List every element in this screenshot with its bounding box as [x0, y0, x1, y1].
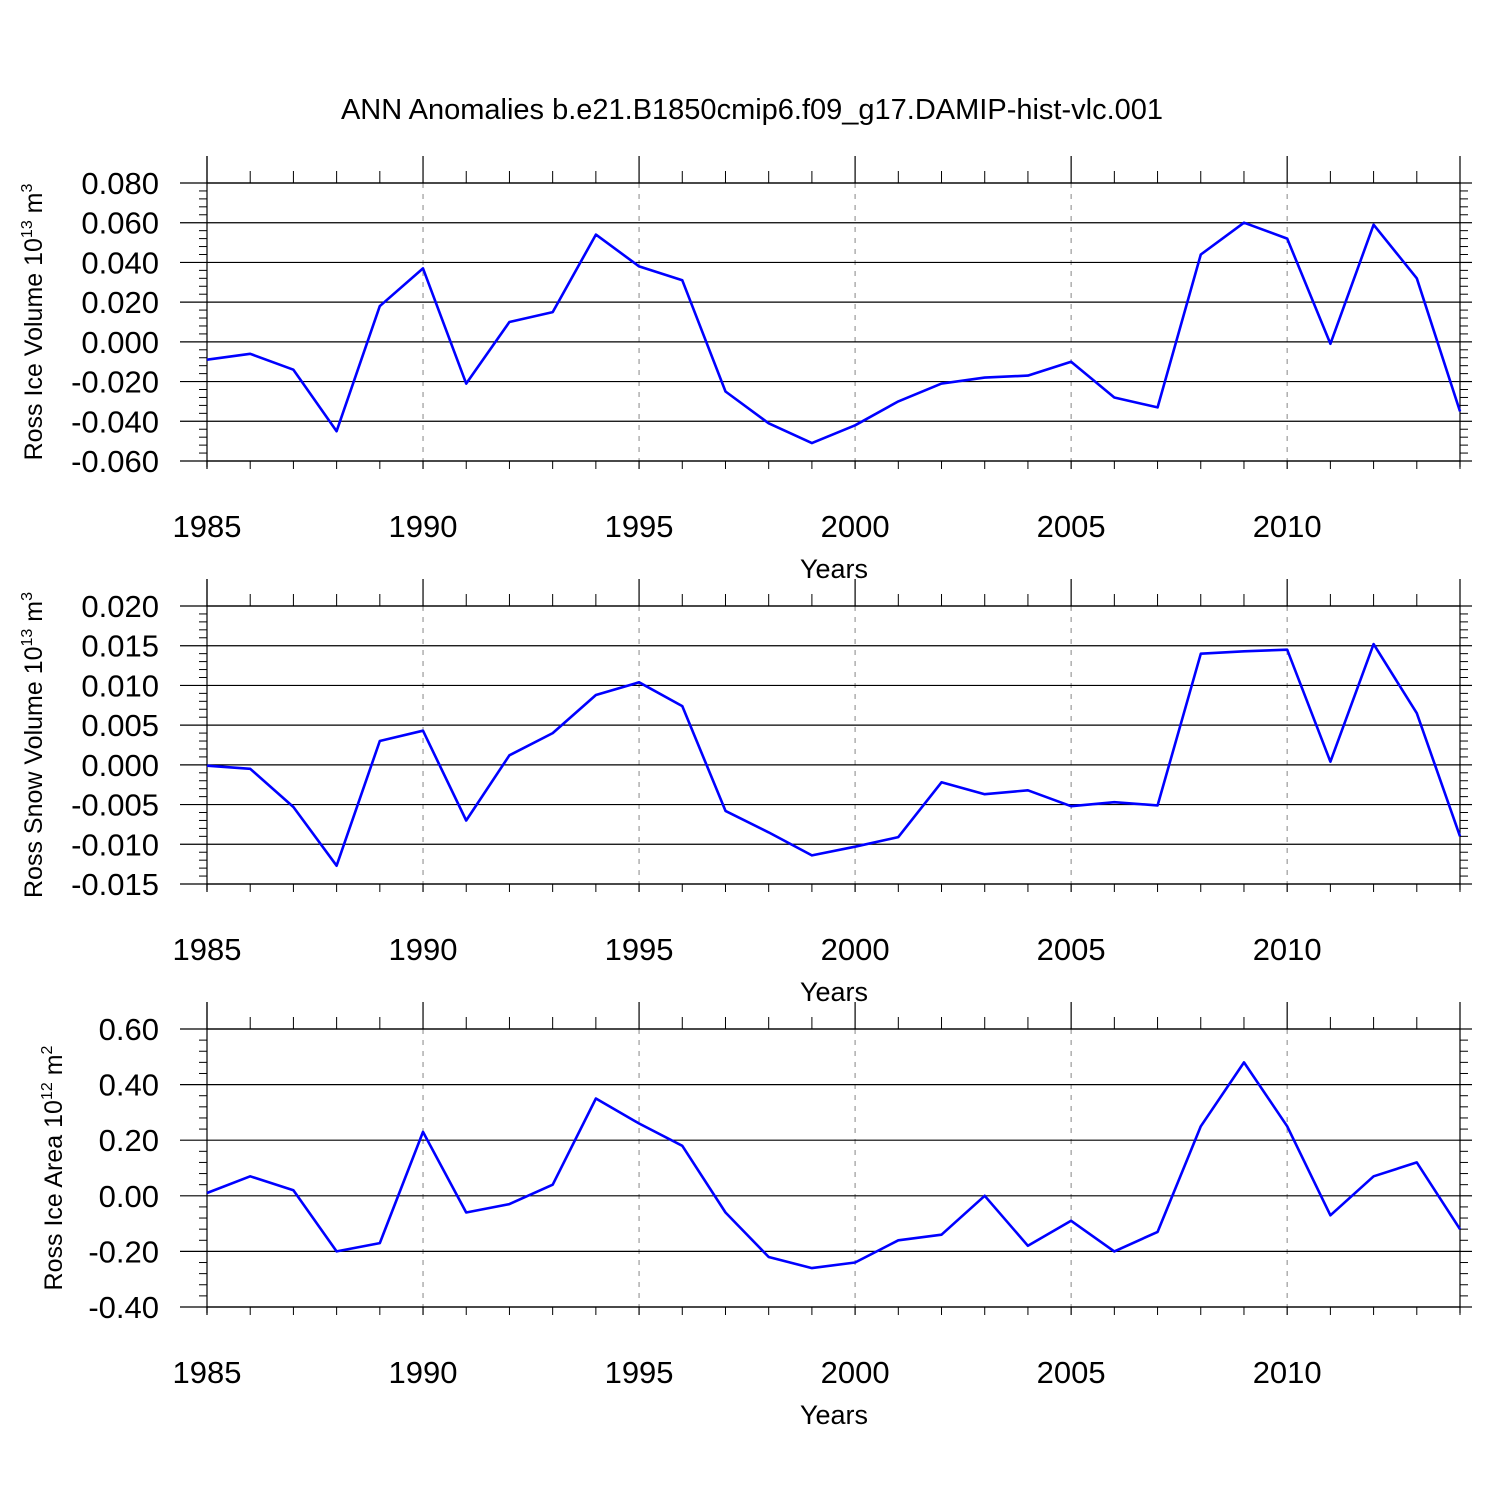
y-tick-label: 0.005 [81, 708, 159, 743]
y-axis-title: Ross Snow Volume 1013 m3 [19, 592, 48, 898]
chart-panel-3: -0.40 -0.20 0.00 0.20 0.40 0.60 1985 1990 1995 20… [39, 1002, 1472, 1430]
chart-panel-2: -0.015 -0.010 -0.005 0.000 0.005 0.010 0.015 0.… [19, 579, 1472, 1007]
x-axis-title: Years [800, 977, 868, 1007]
x-tick-label: 1990 [389, 932, 458, 967]
x-axis-title: Years [800, 1400, 868, 1430]
y-tick-label: 0.60 [99, 1012, 159, 1047]
y-tick-label: -0.40 [88, 1290, 159, 1325]
y-tick-label: 0.060 [81, 206, 159, 241]
chart-panel-1: -0.060 -0.040 -0.020 0.000 0.020 0.040 0.060 0.… [19, 156, 1472, 584]
x-axis-title: Years [800, 554, 868, 584]
y-axis-title: Ross Ice Volume 1013 m3 [19, 183, 48, 460]
y-tick-label: 0.020 [81, 589, 159, 624]
y-tick-label: 0.020 [81, 285, 159, 320]
y-tick-label: -0.010 [71, 827, 159, 862]
y-tick-label: -0.060 [71, 444, 159, 479]
figure-title: ANN Anomalies b.e21.B1850cmip6.f09_g17.D… [341, 94, 1163, 126]
y-tick-label: 0.040 [81, 245, 159, 280]
y-tick-label: -0.20 [88, 1234, 159, 1269]
y-tick-label: 0.000 [81, 748, 159, 783]
x-tick-label: 1985 [173, 1355, 242, 1390]
y-tick-label: 0.000 [81, 325, 159, 360]
y-tick-label: -0.020 [71, 365, 159, 400]
series-line [206, 642, 1462, 868]
x-tick-label: 1990 [389, 1355, 458, 1390]
x-tick-label: 1985 [173, 932, 242, 967]
x-tick-label: 1995 [605, 932, 674, 967]
x-tick-label: 1985 [173, 509, 242, 544]
x-tick-label: 2005 [1037, 1355, 1106, 1390]
x-tick-label: 2000 [821, 509, 890, 544]
y-tick-label: 0.080 [81, 166, 159, 201]
x-tick-label: 2000 [821, 1355, 890, 1390]
series-line [206, 1061, 1462, 1270]
y-tick-label: 0.00 [99, 1179, 159, 1214]
y-axis-title: Ross Ice Area 1012 m2 [39, 1045, 68, 1290]
x-tick-label: 2010 [1253, 1355, 1322, 1390]
series-line [206, 221, 1462, 445]
x-tick-label: 1990 [389, 509, 458, 544]
y-tick-label: 0.20 [99, 1123, 159, 1158]
x-tick-label: 2010 [1253, 509, 1322, 544]
x-tick-label: 2010 [1253, 932, 1322, 967]
y-tick-label: -0.005 [71, 788, 159, 823]
x-tick-label: 2000 [821, 932, 890, 967]
y-tick-label: 0.40 [99, 1068, 159, 1103]
y-tick-label: -0.015 [71, 867, 159, 902]
x-tick-label: 1995 [605, 509, 674, 544]
y-tick-label: 0.010 [81, 668, 159, 703]
x-tick-label: 1995 [605, 1355, 674, 1390]
x-tick-label: 2005 [1037, 932, 1106, 967]
y-tick-label: -0.040 [71, 404, 159, 439]
x-tick-label: 2005 [1037, 509, 1106, 544]
y-tick-label: 0.015 [81, 629, 159, 664]
